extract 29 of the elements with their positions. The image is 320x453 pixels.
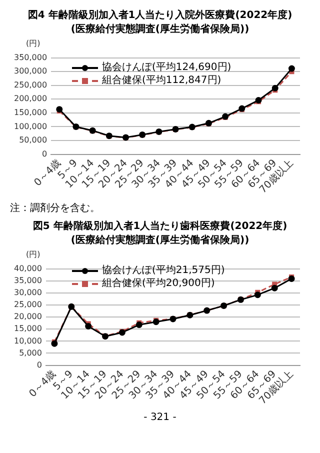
y-tick-label: 350,000 bbox=[14, 52, 48, 62]
y-tick-label: 35,000 bbox=[14, 276, 42, 285]
y-axis-title: (円) bbox=[26, 249, 42, 260]
y-tick-label: 0 bbox=[36, 360, 42, 370]
y-tick-label: 0 bbox=[42, 149, 48, 158]
y-tick-label: 40,000 bbox=[14, 264, 42, 273]
y-axis-title: (円) bbox=[26, 38, 42, 49]
y-tick-label: 15,000 bbox=[14, 324, 42, 334]
chart-subtitle: (医療給付実態調査(厚生労働省保険局)) bbox=[70, 22, 250, 36]
chart-subtitle: (医療給付実態調査(厚生労働省保険局)) bbox=[70, 233, 250, 247]
chart-title: 図4 年齢階級別加入者1人当たり入院外医療費(2022年度) bbox=[26, 8, 294, 22]
y-tick-label: 20,000 bbox=[14, 312, 42, 322]
legend-label: 協会けんぽ(平均21,575円) bbox=[102, 264, 225, 277]
y-tick-label: 300,000 bbox=[14, 66, 48, 76]
y-tick-label: 30,000 bbox=[14, 288, 42, 298]
legend-label: 協会けんぽ(平均124,690円) bbox=[102, 61, 232, 74]
y-tick-label: 250,000 bbox=[14, 80, 48, 90]
y-tick-label: 100,000 bbox=[14, 122, 48, 131]
y-tick-label: 200,000 bbox=[14, 94, 48, 104]
y-tick-label: 5,000 bbox=[19, 348, 42, 358]
chart-title: 図5 年齢階級別加入者1人当たり歯科医療費(2022年度) bbox=[32, 219, 288, 233]
text: - 321 - bbox=[142, 412, 178, 423]
text: 注：調剤分を含む。 bbox=[10, 202, 101, 215]
y-tick-label: 150,000 bbox=[14, 108, 48, 118]
y-tick-label: 25,000 bbox=[14, 300, 42, 310]
y-tick-label: 50,000 bbox=[19, 136, 48, 145]
legend-label: 組合健保(平均20,900円) bbox=[102, 277, 215, 290]
y-tick-label: 10,000 bbox=[14, 336, 42, 346]
legend-label: 組合健保(平均112,847円) bbox=[102, 74, 222, 87]
